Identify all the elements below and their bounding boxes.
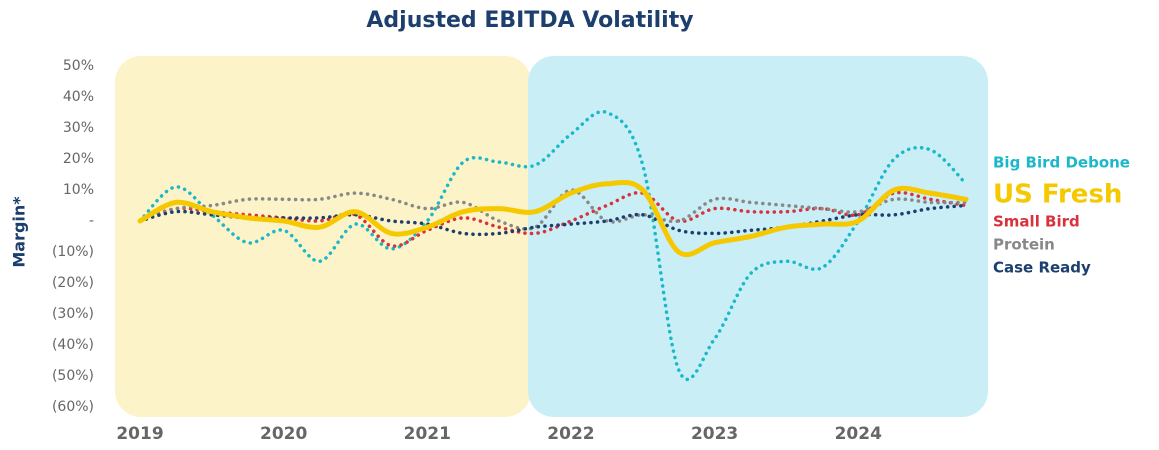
- legend-label: Big Bird Debone: [993, 154, 1130, 172]
- y-tick-label: 40%: [63, 89, 94, 105]
- x-tick-label: 2020: [260, 424, 307, 444]
- y-tick-label: (10%): [52, 244, 94, 260]
- legend-label: Small Bird: [993, 213, 1080, 231]
- y-tick-label: (40%): [52, 337, 94, 353]
- series-line: [137, 179, 969, 258]
- y-tick-label: -: [89, 213, 94, 229]
- y-tick-label: (60%): [52, 399, 94, 415]
- y-tick-label: 20%: [63, 151, 94, 167]
- chart-title: Adjusted EBITDA Volatility: [366, 8, 693, 33]
- legend-label: Case Ready: [993, 259, 1091, 277]
- series-line: [138, 190, 968, 248]
- y-tick-label: 10%: [63, 182, 94, 198]
- y-tick-label: (30%): [52, 306, 94, 322]
- x-tick-label: 2024: [835, 424, 882, 444]
- x-tick-label: 2022: [547, 424, 594, 444]
- series-line: [138, 188, 968, 231]
- x-tick-label: 2019: [116, 424, 163, 444]
- legend-label: Protein: [993, 236, 1055, 254]
- y-tick-label: 50%: [63, 58, 94, 74]
- y-tick-label: 30%: [63, 120, 94, 136]
- x-tick-label: 2021: [404, 424, 451, 444]
- y-axis-label: Margin*: [10, 196, 29, 268]
- period-shade: [115, 56, 531, 417]
- series-line: [138, 203, 968, 237]
- x-tick-label: 2023: [691, 424, 738, 444]
- y-tick-label: (50%): [52, 368, 94, 384]
- y-tick-label: (20%): [52, 275, 94, 291]
- legend-label: US Fresh: [993, 180, 1122, 210]
